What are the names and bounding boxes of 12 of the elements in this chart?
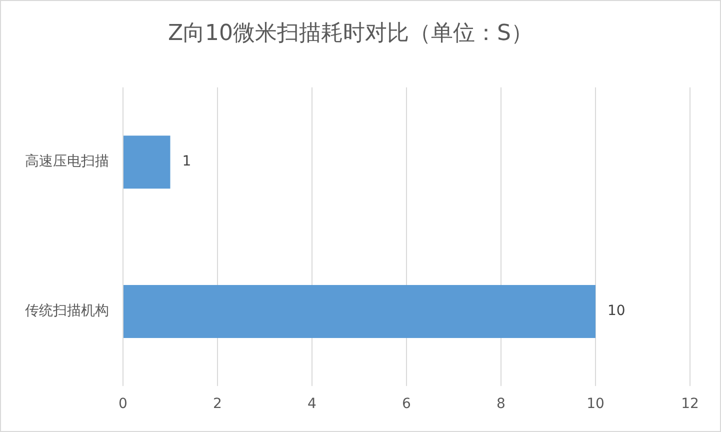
x-tick-label: 4 xyxy=(308,396,317,412)
x-tick-label: 10 xyxy=(586,396,604,412)
x-tick-label: 12 xyxy=(681,396,699,412)
x-tick-label: 8 xyxy=(496,396,506,412)
y-tick-label: 传统扫描机构 xyxy=(25,303,109,320)
chart-title: Z向10微米扫描耗时对比（单位：S） xyxy=(168,20,534,46)
x-tick-label: 0 xyxy=(118,396,128,412)
data-label: 1 xyxy=(182,154,192,170)
data-label: 10 xyxy=(608,303,626,320)
x-tick-label: 6 xyxy=(402,396,412,412)
x-tick-label: 2 xyxy=(213,396,222,412)
y-tick-label: 高速压电扫描 xyxy=(25,154,109,170)
